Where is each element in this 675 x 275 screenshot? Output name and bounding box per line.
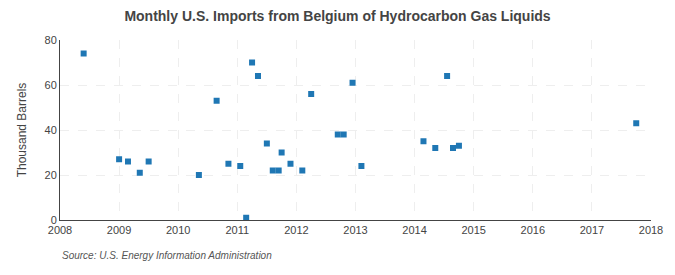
svg-text:40: 40 <box>45 124 57 136</box>
svg-text:2018: 2018 <box>639 224 663 236</box>
svg-text:20: 20 <box>45 169 57 181</box>
svg-text:2010: 2010 <box>166 224 190 236</box>
svg-text:2014: 2014 <box>402 224 426 236</box>
svg-text:2013: 2013 <box>343 224 367 236</box>
svg-text:Source: U.S. Energy Informatio: Source: U.S. Energy Information Administ… <box>62 250 272 261</box>
svg-text:80: 80 <box>45 34 57 46</box>
svg-text:0: 0 <box>51 214 57 226</box>
svg-text:2015: 2015 <box>461 224 485 236</box>
svg-text:Monthly U.S. Imports from Belg: Monthly U.S. Imports from Belgium of Hyd… <box>124 8 550 24</box>
svg-text:2012: 2012 <box>284 224 308 236</box>
svg-text:2009: 2009 <box>107 224 131 236</box>
svg-text:2016: 2016 <box>521 224 545 236</box>
svg-text:60: 60 <box>45 79 57 91</box>
svg-text:2017: 2017 <box>580 224 604 236</box>
svg-text:2008: 2008 <box>48 224 72 236</box>
svg-text:2011: 2011 <box>225 224 249 236</box>
svg-text:Thousand Barrels: Thousand Barrels <box>15 83 29 178</box>
